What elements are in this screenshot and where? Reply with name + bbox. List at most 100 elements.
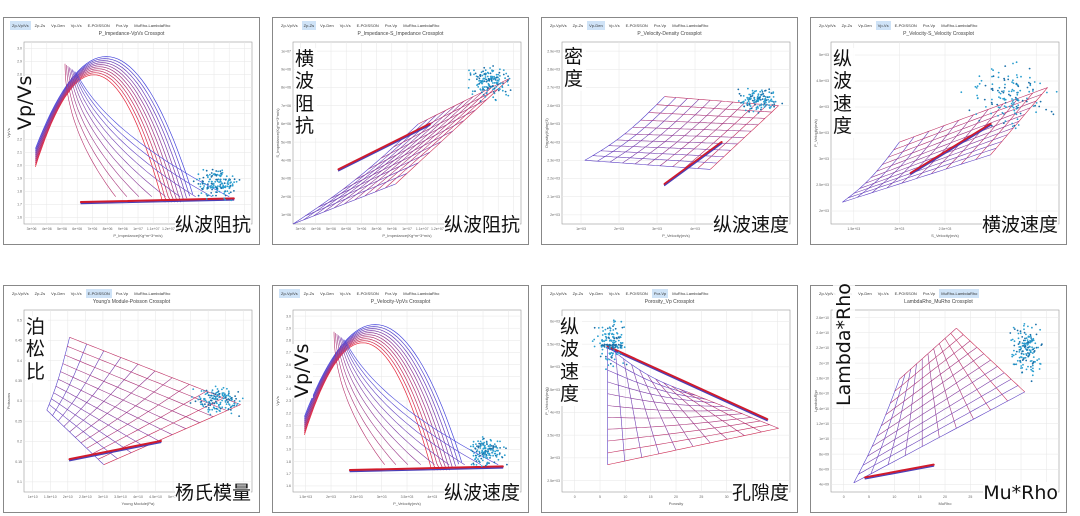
tab-vp-vs[interactable]: Vp-Vs	[339, 291, 351, 296]
x-tick-label: 7e+06	[87, 227, 97, 231]
tab-vp-vs[interactable]: Vp-Vs	[877, 291, 889, 296]
tab-murho-lambdarho[interactable]: MuRho-LambdaRho	[941, 23, 978, 28]
tab-por-vp[interactable]: Por-Vp	[922, 291, 936, 296]
well-data-point	[764, 96, 767, 98]
well-data-point	[485, 455, 487, 457]
well-data-point	[605, 336, 608, 339]
tab-vp-vs[interactable]: Vp-Vs	[339, 23, 351, 28]
tab-vp-den[interactable]: Vp-Den	[589, 291, 603, 296]
tab-zp-vp-vs[interactable]: Zp-Vp/Vs	[12, 291, 29, 296]
tab-vp-den[interactable]: Vp-Den	[858, 23, 872, 28]
tab-zp-vp-vs[interactable]: Zp-Vp/Vs	[10, 21, 31, 30]
tab-por-vp[interactable]: Por-Vp	[384, 291, 398, 296]
tab-murho-lambdarho[interactable]: MuRho-LambdaRho	[403, 23, 440, 28]
well-data-point	[1003, 79, 1006, 81]
tab-e-poisson[interactable]: E-POISSON	[625, 23, 648, 28]
well-data-point	[191, 396, 193, 398]
well-data-point	[212, 392, 215, 395]
well-data-point	[740, 94, 742, 97]
tab-zp-vp-vs[interactable]: Zp-Vp/Vs	[819, 291, 836, 296]
tab-zp-zs[interactable]: Zp-Zs	[303, 291, 315, 296]
well-data-point	[1030, 360, 1033, 362]
tab-vp-den[interactable]: Vp-Den	[858, 291, 872, 296]
tab-murho-lambdarho[interactable]: MuRho-LambdaRho	[403, 291, 440, 296]
tab-murho-lambdarho[interactable]: MuRho-LambdaRho	[672, 23, 709, 28]
tab-vp-den[interactable]: Vp-Den	[587, 21, 605, 30]
well-data-point	[991, 75, 993, 78]
tab-zp-vp-vs[interactable]: Zp-Vp/Vs	[819, 23, 836, 28]
tab-e-poisson[interactable]: E-POISSON	[85, 289, 112, 298]
well-data-point	[1017, 85, 1020, 88]
tab-e-poisson[interactable]: E-POISSON	[894, 291, 917, 296]
tab-por-vp[interactable]: Por-Vp	[653, 23, 667, 28]
tab-zp-zs[interactable]: Zp-Zs	[841, 23, 853, 28]
well-data-point	[770, 98, 773, 101]
y-tick-label: 2.1e+03	[547, 195, 560, 199]
tab-e-poisson[interactable]: E-POISSON	[356, 23, 379, 28]
tab-zp-vp-vs[interactable]: Zp-Vp/Vs	[279, 289, 300, 298]
tab-vp-vs[interactable]: Vp-Vs	[875, 21, 891, 30]
tab-zp-zs[interactable]: Zp-Zs	[34, 23, 46, 28]
tab-zp-zs[interactable]: Zp-Zs	[301, 21, 317, 30]
well-data-point	[493, 452, 496, 455]
tab-vp-vs[interactable]: Vp-Vs	[70, 23, 82, 28]
tab-zp-zs[interactable]: Zp-Zs	[34, 291, 46, 296]
model-curve	[345, 340, 499, 465]
well-data-point	[493, 87, 496, 90]
x-tick-label: 1.5e+03	[299, 495, 312, 499]
tab-por-vp[interactable]: Por-Vp	[115, 23, 129, 28]
tab-por-vp[interactable]: Por-Vp	[115, 291, 129, 296]
well-data-point	[223, 178, 225, 181]
well-data-point	[496, 440, 499, 443]
tab-vp-den[interactable]: Vp-Den	[320, 23, 334, 28]
x-tick-label: 1.5e+10	[44, 495, 57, 499]
tab-zp-vp-vs[interactable]: Zp-Vp/Vs	[281, 23, 298, 28]
x-tick-label: 5e+06	[326, 227, 336, 231]
tab-zp-vp-vs[interactable]: Zp-Vp/Vs	[550, 23, 567, 28]
tab-vp-den[interactable]: Vp-Den	[51, 291, 65, 296]
well-data-point	[604, 333, 607, 335]
model-curve	[687, 391, 779, 429]
y-tick-label: 7e+06	[281, 104, 291, 108]
well-data-point	[748, 96, 750, 99]
tab-zp-vp-vs[interactable]: Zp-Vp/Vs	[550, 291, 567, 296]
tab-zp-zs[interactable]: Zp-Zs	[572, 291, 584, 296]
tab-e-poisson[interactable]: E-POISSON	[87, 23, 110, 28]
y-tick-label: 2.1	[17, 151, 22, 155]
well-data-point	[1017, 104, 1020, 107]
tab-vp-vs[interactable]: Vp-Vs	[70, 291, 82, 296]
tab-vp-den[interactable]: Vp-Den	[320, 291, 334, 296]
well-data-point	[209, 413, 212, 416]
well-data-point	[1022, 345, 1025, 347]
tab-zp-zs[interactable]: Zp-Zs	[572, 23, 584, 28]
tab-murho-lambdarho[interactable]: MuRho-LambdaRho	[134, 23, 171, 28]
well-data-point	[214, 396, 217, 398]
tab-por-vp[interactable]: Por-Vp	[922, 23, 936, 28]
well-data-point	[611, 345, 613, 347]
well-data-point	[750, 107, 753, 110]
tab-e-poisson[interactable]: E-POISSON	[625, 291, 648, 296]
well-data-point	[218, 392, 221, 395]
tab-e-poisson[interactable]: E-POISSON	[356, 291, 379, 296]
tab-murho-lambdarho[interactable]: MuRho-LambdaRho	[134, 291, 171, 296]
tab-por-vp[interactable]: Por-Vp	[384, 23, 398, 28]
well-data-point	[479, 447, 482, 449]
model-curve	[368, 120, 465, 170]
well-data-point	[1011, 105, 1014, 108]
well-data-point	[205, 389, 208, 392]
tab-murho-lambdarho[interactable]: MuRho-LambdaRho	[672, 291, 709, 296]
crossplot-chart: 3e+06 4e+06 5e+06 6e+06 7e+06 8e+06 9e+06 1e+07…	[6, 41, 253, 238]
well-data-point	[1055, 90, 1058, 93]
tab-vp-vs[interactable]: Vp-Vs	[608, 291, 620, 296]
y-tick-label: 1.9	[286, 448, 291, 452]
well-data-point	[764, 89, 767, 92]
tab-e-poisson[interactable]: E-POISSON	[894, 23, 917, 28]
tab-vp-vs[interactable]: Vp-Vs	[608, 23, 620, 28]
tab-murho-lambdarho[interactable]: MuRho-LambdaRho	[939, 289, 980, 298]
tab-vp-den[interactable]: Vp-Den	[51, 23, 65, 28]
well-data-point	[997, 89, 999, 92]
y-tick-label: 1.6	[17, 216, 22, 220]
chart-title: P_Impedance-VpVs Crosspot	[98, 31, 165, 37]
tab-por-vp[interactable]: Por-Vp	[651, 289, 669, 298]
well-data-point	[608, 358, 611, 361]
